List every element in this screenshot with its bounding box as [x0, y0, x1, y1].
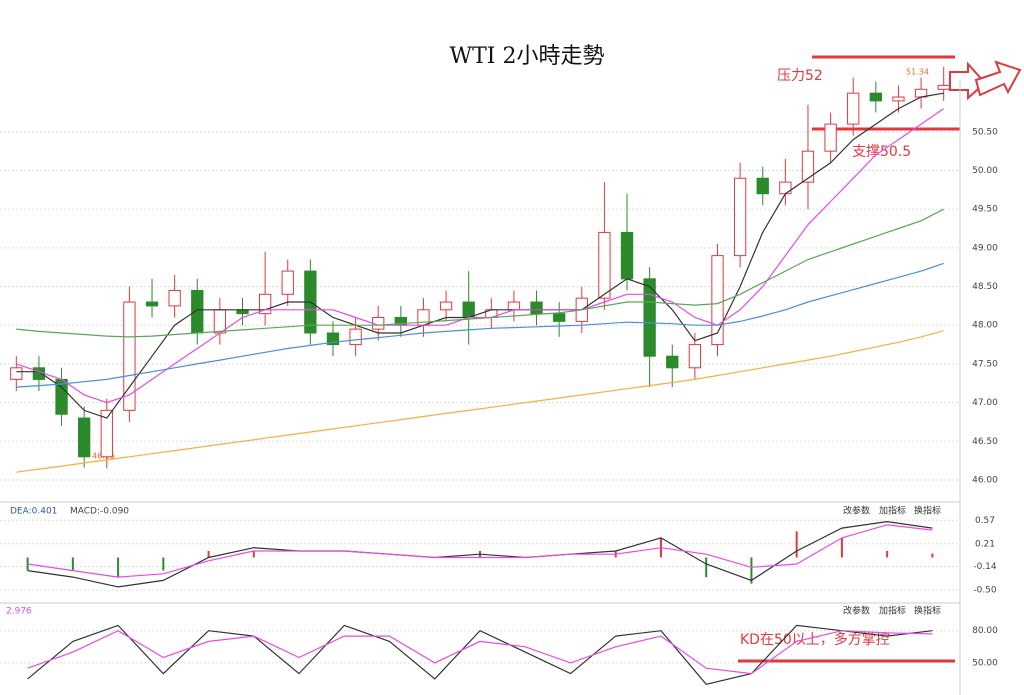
candle-body [213, 309, 227, 334]
kd-label: 2.976 [6, 607, 32, 617]
high-label: 51.34 [906, 68, 929, 77]
y-tick-label: 49.00 [972, 243, 998, 253]
candle-body [779, 181, 792, 195]
candle-body [281, 270, 294, 295]
line [16, 262, 944, 388]
button[interactable]: 改参数 [843, 605, 870, 617]
y-tick-label: -0.14 [973, 562, 997, 572]
candle-body [530, 301, 543, 315]
candle-body [78, 417, 91, 458]
y-tick-label: -0.50 [973, 586, 997, 596]
candle-body [168, 289, 181, 307]
y-tick-label: 46.50 [972, 437, 998, 447]
candle-body [326, 332, 340, 346]
candle-body [733, 177, 747, 257]
candle-body [643, 278, 656, 357]
y-tick-label: 47.00 [972, 398, 998, 408]
y-tick-label: 46.00 [972, 475, 998, 485]
annotation: KD在50以上，多方掌控 [740, 631, 890, 648]
line [27, 624, 933, 685]
candle-body [258, 293, 272, 315]
line [27, 524, 933, 578]
candle-body [598, 231, 611, 299]
y-tick-label: 49.50 [972, 205, 998, 215]
candle-body [191, 289, 204, 334]
line [16, 92, 944, 419]
candle-body [507, 301, 521, 311]
candle-body [100, 409, 113, 458]
candle-body [666, 355, 679, 369]
y-tick-label: 0.57 [975, 516, 995, 526]
y-tick-label: 50.00 [972, 658, 998, 668]
y-tick-label: 0.21 [975, 539, 995, 549]
candle-body [620, 231, 634, 280]
macd-label: MACD:-0.090 [70, 507, 129, 517]
y-tick-label: 48.50 [972, 282, 998, 292]
annotation: 支撑50.5 [852, 144, 911, 160]
button[interactable]: 换指标 [914, 505, 941, 517]
candle-body [462, 301, 475, 319]
chart-title: WTI 2小時走勢 [450, 44, 605, 69]
y-tick-label: 80.00 [972, 626, 998, 636]
line [27, 520, 933, 588]
line [16, 108, 945, 404]
line [16, 330, 944, 473]
candle-body [553, 313, 566, 322]
candle-body [756, 177, 769, 195]
candle-body [937, 84, 950, 90]
y-tick-label: 50.50 [972, 127, 998, 137]
button[interactable]: 换指标 [914, 605, 941, 617]
line [27, 630, 933, 675]
button[interactable]: 改参数 [843, 505, 870, 517]
candle-body [869, 92, 882, 102]
button[interactable]: 加指标 [879, 605, 906, 617]
y-tick-label: 50.00 [972, 166, 998, 176]
line [16, 208, 944, 338]
annotation: 压力52 [777, 68, 823, 84]
candle-body [892, 96, 905, 102]
y-tick-label: 47.50 [972, 359, 998, 369]
dea-label: DEA:0.401 [10, 507, 57, 517]
arrow [949, 61, 987, 101]
candle-body [688, 344, 702, 369]
button[interactable]: 加指标 [879, 505, 906, 517]
y-tick-label: 48.00 [972, 321, 998, 331]
candle-body [10, 367, 23, 380]
candle-body [123, 301, 136, 411]
candle-body [439, 301, 453, 311]
candle-body [349, 328, 362, 346]
arrow [974, 60, 1022, 97]
candle-body [801, 150, 815, 183]
candle-body [711, 255, 724, 346]
candle-body [145, 301, 159, 307]
candle-body [847, 92, 860, 125]
candle-body [824, 123, 837, 152]
